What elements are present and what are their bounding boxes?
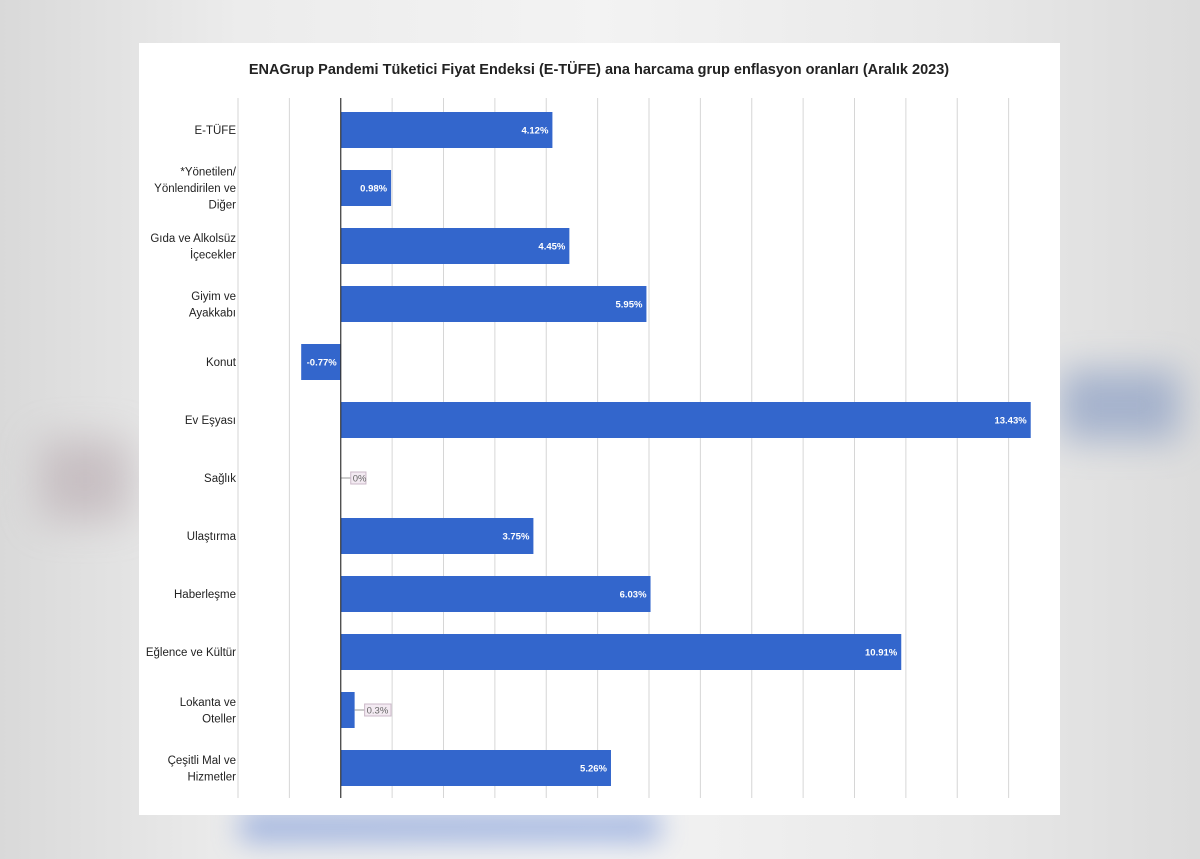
category-label: Gıda ve Alkolsüz İçecekler (150, 233, 236, 262)
bar (340, 402, 1031, 438)
data-label: -0.77% (307, 358, 338, 369)
background-blur (40, 440, 130, 520)
bar (340, 518, 534, 554)
category-label: E-TÜFE (194, 125, 236, 137)
category-label: Haberleşme (174, 589, 236, 601)
background-blur (1060, 370, 1180, 440)
bar (340, 692, 355, 728)
data-label: 0% (353, 474, 367, 485)
category-label: *Yönetilen/Yönlendirilen ve Diğer (154, 167, 237, 212)
chart-title: ENAGrup Pandemi Tüketici Fiyat Endeksi (… (249, 61, 949, 78)
category-label: Ev Eşyası (185, 415, 236, 427)
category-label: Giyim ve Ayakkabı (189, 291, 236, 320)
bar (340, 170, 392, 206)
data-label: 3.75% (502, 532, 529, 543)
background-blur (240, 812, 660, 842)
data-label: 4.45% (538, 242, 565, 253)
category-label: Çeşitli Mal ve Hizmetler (168, 755, 237, 784)
data-label: 6.03% (620, 590, 647, 601)
data-label: 0.98% (360, 184, 387, 195)
data-label-box (350, 471, 367, 485)
bar (340, 286, 647, 322)
category-label: Sağlık (204, 473, 236, 485)
data-label: 0.3% (367, 706, 389, 717)
category-label: Lokanta ve Oteller (180, 697, 236, 726)
data-label: 5.95% (615, 300, 642, 311)
bar (340, 750, 611, 786)
data-label: 13.43% (994, 416, 1027, 427)
bar (340, 228, 570, 264)
bar (340, 576, 651, 612)
data-label: 5.26% (580, 764, 607, 775)
category-label: Ulaştırma (187, 531, 237, 543)
chart-panel: ENAGrup Pandemi Tüketici Fiyat Endeksi (… (139, 43, 1060, 815)
data-label: 4.12% (521, 126, 548, 137)
category-label: Konut (206, 357, 237, 369)
data-label: 10.91% (865, 648, 898, 659)
category-label: Eğlence ve Kültür (146, 647, 236, 659)
bar (340, 112, 553, 148)
bar-chart: ENAGrup Pandemi Tüketici Fiyat Endeksi (… (146, 61, 1031, 798)
bar (301, 344, 341, 380)
bar (340, 634, 902, 670)
data-label-box (364, 703, 392, 717)
